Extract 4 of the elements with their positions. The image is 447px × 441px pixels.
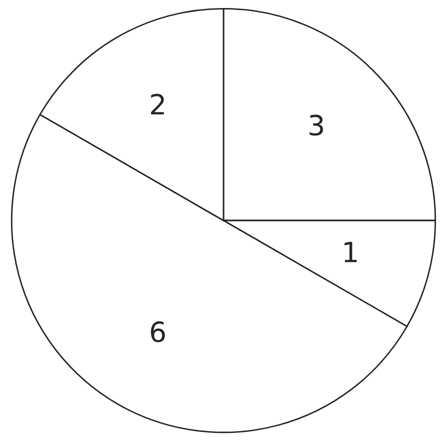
data-label: 3 <box>310 114 323 136</box>
data-label: 6 <box>150 321 165 342</box>
data-label: 1 <box>344 242 357 262</box>
data-label: 2 <box>151 94 164 114</box>
